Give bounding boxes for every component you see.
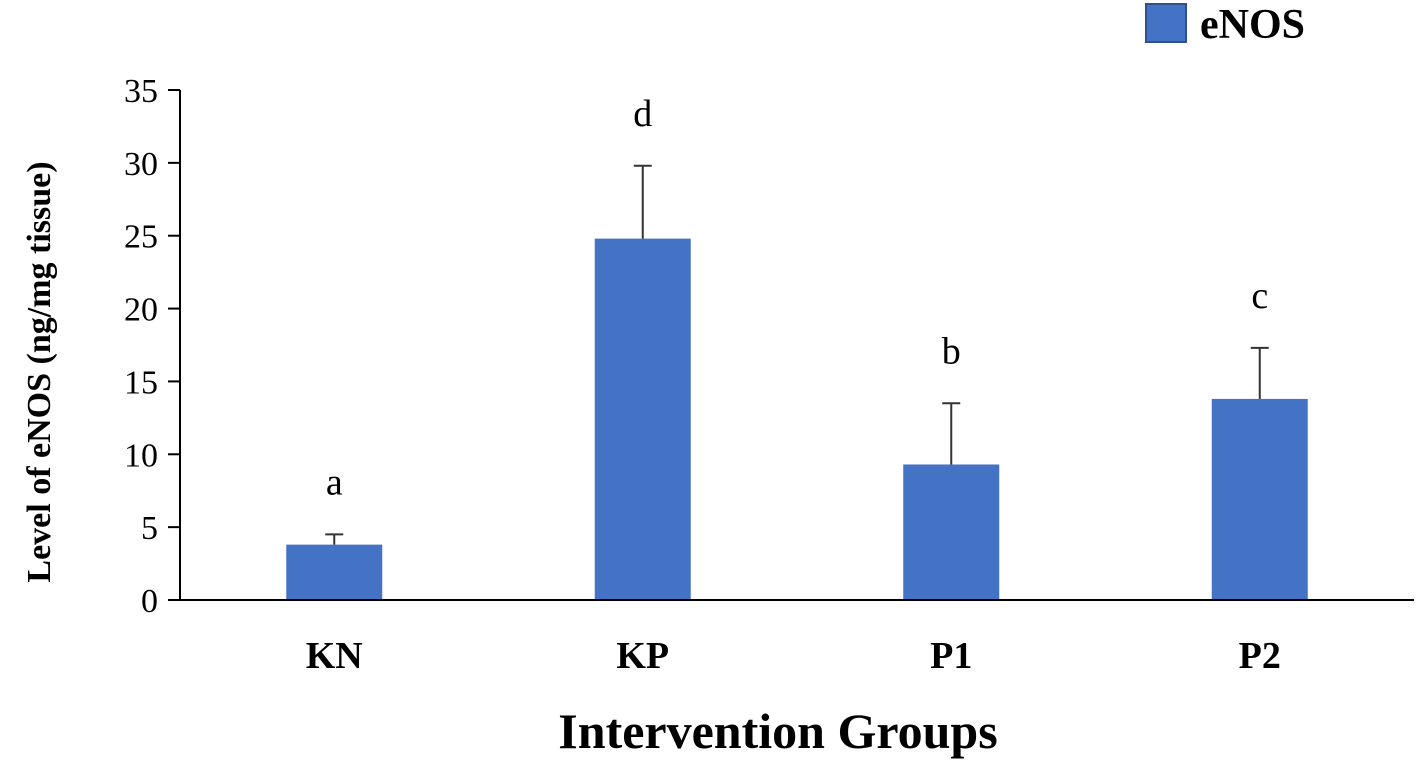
y-tick-label: 30 (124, 146, 158, 183)
y-tick-label: 5 (141, 510, 158, 547)
bar-series-enos (286, 238, 1308, 600)
y-tick-label: 0 (141, 583, 158, 620)
error-bar-kp (633, 164, 652, 239)
x-tick-label-p2: P2 (1239, 635, 1281, 677)
x-tick-label-p1: P1 (930, 635, 972, 677)
y-tick-label: 35 (124, 73, 158, 110)
y-tick-label: 20 (124, 292, 158, 329)
y-axis-label: Level of eNOS (ng/mg tissue) (21, 161, 58, 582)
significance-labels: a d b c (326, 93, 1268, 504)
error-bar-p2 (1250, 346, 1269, 399)
y-tick-label: 25 (124, 219, 158, 256)
error-bar-p1 (942, 402, 961, 465)
error-bars (325, 164, 1269, 545)
bar-p1 (903, 464, 1000, 600)
x-tick-label-kp: KP (616, 635, 669, 677)
x-axis-label: Intervention Groups (558, 703, 997, 759)
significance-label-p1: b (942, 330, 961, 372)
error-bar-kn (325, 533, 344, 545)
x-tick-label-kn: KN (306, 635, 363, 677)
significance-label-p2: c (1251, 275, 1268, 317)
bar-kn (286, 544, 383, 600)
legend-swatch (1145, 3, 1187, 43)
significance-label-kn: a (326, 461, 343, 503)
y-tick-label: 10 (124, 437, 158, 474)
legend: eNOS (1145, 2, 1305, 48)
y-axis-ticks: 0 5 10 15 20 25 30 35 (124, 73, 180, 620)
bar-p2 (1211, 398, 1308, 600)
x-axis-tick-labels: KN KP P1 P2 (306, 635, 1281, 677)
significance-label-kp: d (633, 93, 652, 135)
y-tick-label: 15 (124, 364, 158, 401)
bar-kp (594, 238, 691, 600)
legend-label: eNOS (1200, 2, 1305, 48)
